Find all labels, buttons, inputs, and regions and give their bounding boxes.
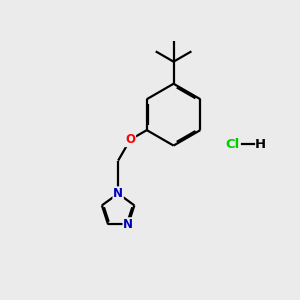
Text: Cl: Cl: [225, 138, 240, 151]
Text: O: O: [125, 133, 135, 146]
Text: H: H: [255, 138, 266, 151]
Text: N: N: [123, 218, 133, 231]
Text: N: N: [113, 187, 123, 200]
